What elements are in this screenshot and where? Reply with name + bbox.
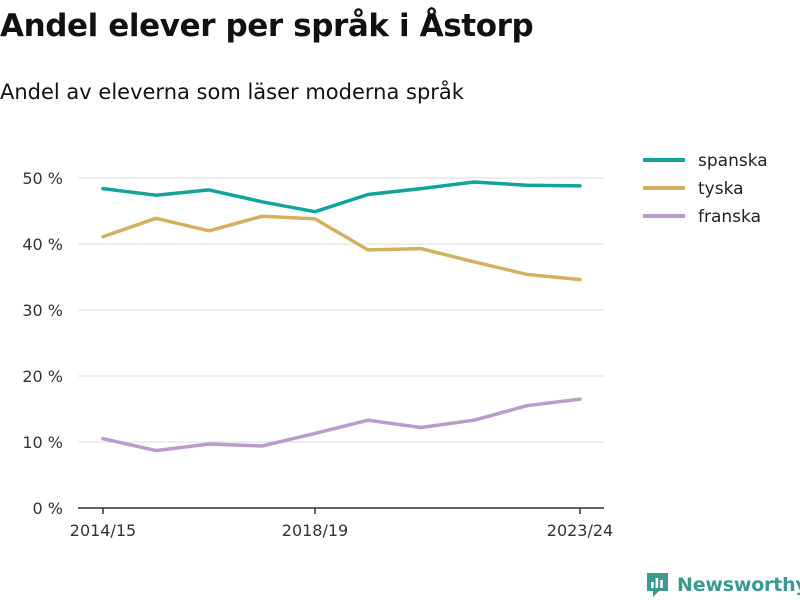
y-tick-label: 40 %: [22, 235, 63, 254]
y-tick-label: 20 %: [22, 367, 63, 386]
series-line-spanska: [101, 180, 582, 214]
legend-label-tyska: tyska: [698, 179, 744, 199]
y-tick-label: 10 %: [22, 433, 63, 452]
gridlines: [78, 177, 604, 443]
y-tick-label: 50 %: [22, 169, 63, 188]
chart-subtitle: Andel av eleverna som läser moderna språ…: [0, 80, 464, 104]
chart-title: Andel elever per språk i Åstorp: [0, 8, 534, 44]
y-tick-label: 30 %: [22, 301, 63, 320]
x-tick-label: 2018/19: [282, 521, 348, 540]
x-tick-label: 2014/15: [70, 521, 136, 540]
x-axis: 2014/15 2018/19 2023/24: [70, 507, 613, 540]
series-line-tyska: [101, 214, 582, 282]
newsworthy-logo: Newsworthy: [645, 570, 800, 600]
y-axis-ticks: 0 % 10 % 20 % 30 % 40 % 50 %: [22, 169, 63, 518]
x-tick-label: 2023/24: [547, 521, 613, 540]
legend-label-spanska: spanska: [698, 151, 768, 171]
y-tick-label: 0 %: [33, 499, 63, 518]
series-lines: [101, 180, 582, 453]
legend: spanska tyska franska: [643, 151, 768, 227]
brand-name: Newsworthy: [677, 574, 800, 596]
series-line-franska: [101, 397, 582, 453]
legend-label-franska: franska: [698, 207, 761, 227]
newsworthy-icon: [647, 573, 668, 597]
